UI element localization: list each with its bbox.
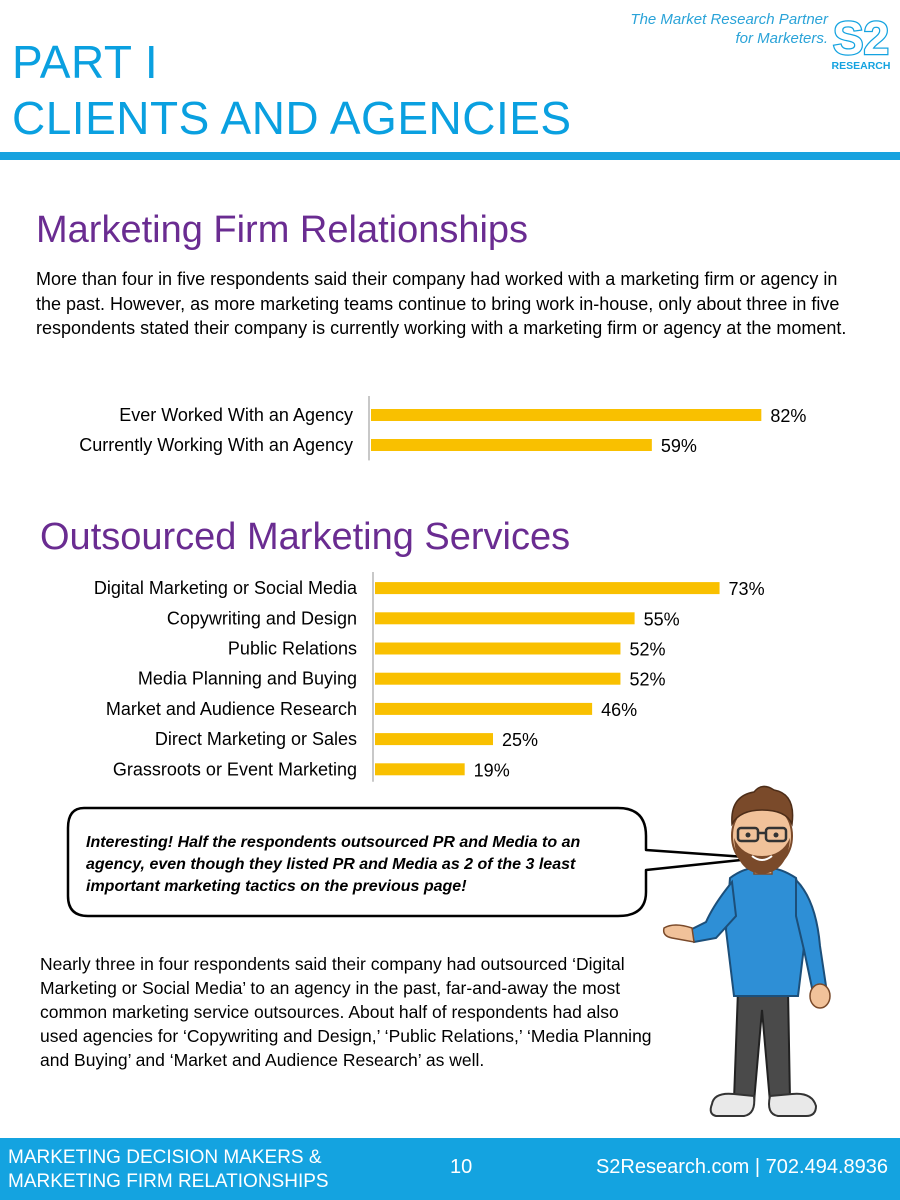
category-label: Copywriting and Design — [167, 608, 357, 628]
section-title-outsourced-marketing-services: Outsourced Marketing Services — [40, 516, 571, 558]
bar — [375, 763, 465, 776]
outsourced-services-chart-svg: Digital Marketing or Social Media 73% Copy… — [94, 572, 765, 782]
tagline-line1: The Market Research Partner — [630, 11, 828, 28]
part-title-line1: PART I — [12, 36, 159, 88]
bar — [375, 582, 720, 595]
data-label: 59% — [661, 436, 697, 456]
section1-paragraph: More than four in five respondents said … — [36, 269, 847, 338]
category-label: Media Planning and Buying — [138, 669, 357, 689]
category-label: Ever Worked With an Agency — [119, 405, 353, 425]
category-label: Digital Marketing or Social Media — [94, 578, 358, 598]
page-footer: MARKETING DECISION MAKERS & MARKETING FI… — [0, 1138, 900, 1200]
bar — [375, 733, 493, 746]
category-label: Public Relations — [228, 639, 357, 659]
bar — [375, 642, 621, 655]
bar — [375, 672, 621, 685]
data-label: 25% — [502, 730, 538, 750]
tagline: The Market Research Partner for Marketer… — [528, 10, 828, 48]
data-label: 73% — [729, 579, 765, 599]
footer-report-title-line1: MARKETING DECISION MAKERS & — [8, 1147, 322, 1168]
data-label: 82% — [770, 406, 806, 426]
footer-report-title: MARKETING DECISION MAKERS & MARKETING FI… — [8, 1146, 329, 1194]
footer-contact-link[interactable]: S2Research.com | 702.494.8936 — [595, 1156, 888, 1178]
bar — [371, 409, 762, 421]
data-label: 19% — [474, 760, 510, 780]
agency-relationship-chart: Ever Worked With an Agency 82% Currently W… — [0, 396, 900, 466]
data-label: 55% — [644, 609, 680, 629]
outsourced-services-chart: Digital Marketing or Social Media 73% Copy… — [0, 572, 900, 786]
page-number: 10 — [450, 1156, 473, 1178]
s2-research-logo: S2 RESEARCH — [832, 11, 890, 72]
presenter-avatar-illustration — [662, 785, 831, 1117]
footer-report-title-line2: MARKETING FIRM RELATIONSHIPS — [8, 1171, 329, 1192]
category-label: Market and Audience Research — [106, 699, 357, 719]
logo-text: RESEARCH — [832, 60, 890, 72]
logo-mark: S2 — [833, 12, 889, 64]
part-title: PART I CLIENTS AND AGENCIES — [12, 34, 572, 146]
data-label: 52% — [629, 670, 665, 690]
bar — [371, 439, 652, 451]
data-label: 46% — [601, 700, 637, 720]
part-title-line2: CLIENTS AND AGENCIES — [12, 92, 572, 144]
tagline-line2: for Marketers. — [735, 30, 828, 47]
callout-text: Interesting! Half the respondents outsou… — [86, 834, 581, 895]
category-label: Direct Marketing or Sales — [155, 729, 357, 749]
agency-relationship-chart-svg: Ever Worked With an Agency 82% Currently W… — [79, 396, 806, 461]
category-label: Grassroots or Event Marketing — [113, 759, 357, 779]
category-label: Currently Working With an Agency — [79, 435, 353, 455]
data-label: 52% — [629, 640, 665, 660]
bar — [375, 702, 593, 715]
header-divider — [0, 152, 900, 160]
speech-bubble — [66, 806, 762, 918]
bar — [375, 612, 635, 625]
section3-paragraph: Nearly three in four respondents said th… — [40, 954, 652, 1070]
section-title-marketing-firm-relationships: Marketing Firm Relationships — [36, 209, 529, 251]
